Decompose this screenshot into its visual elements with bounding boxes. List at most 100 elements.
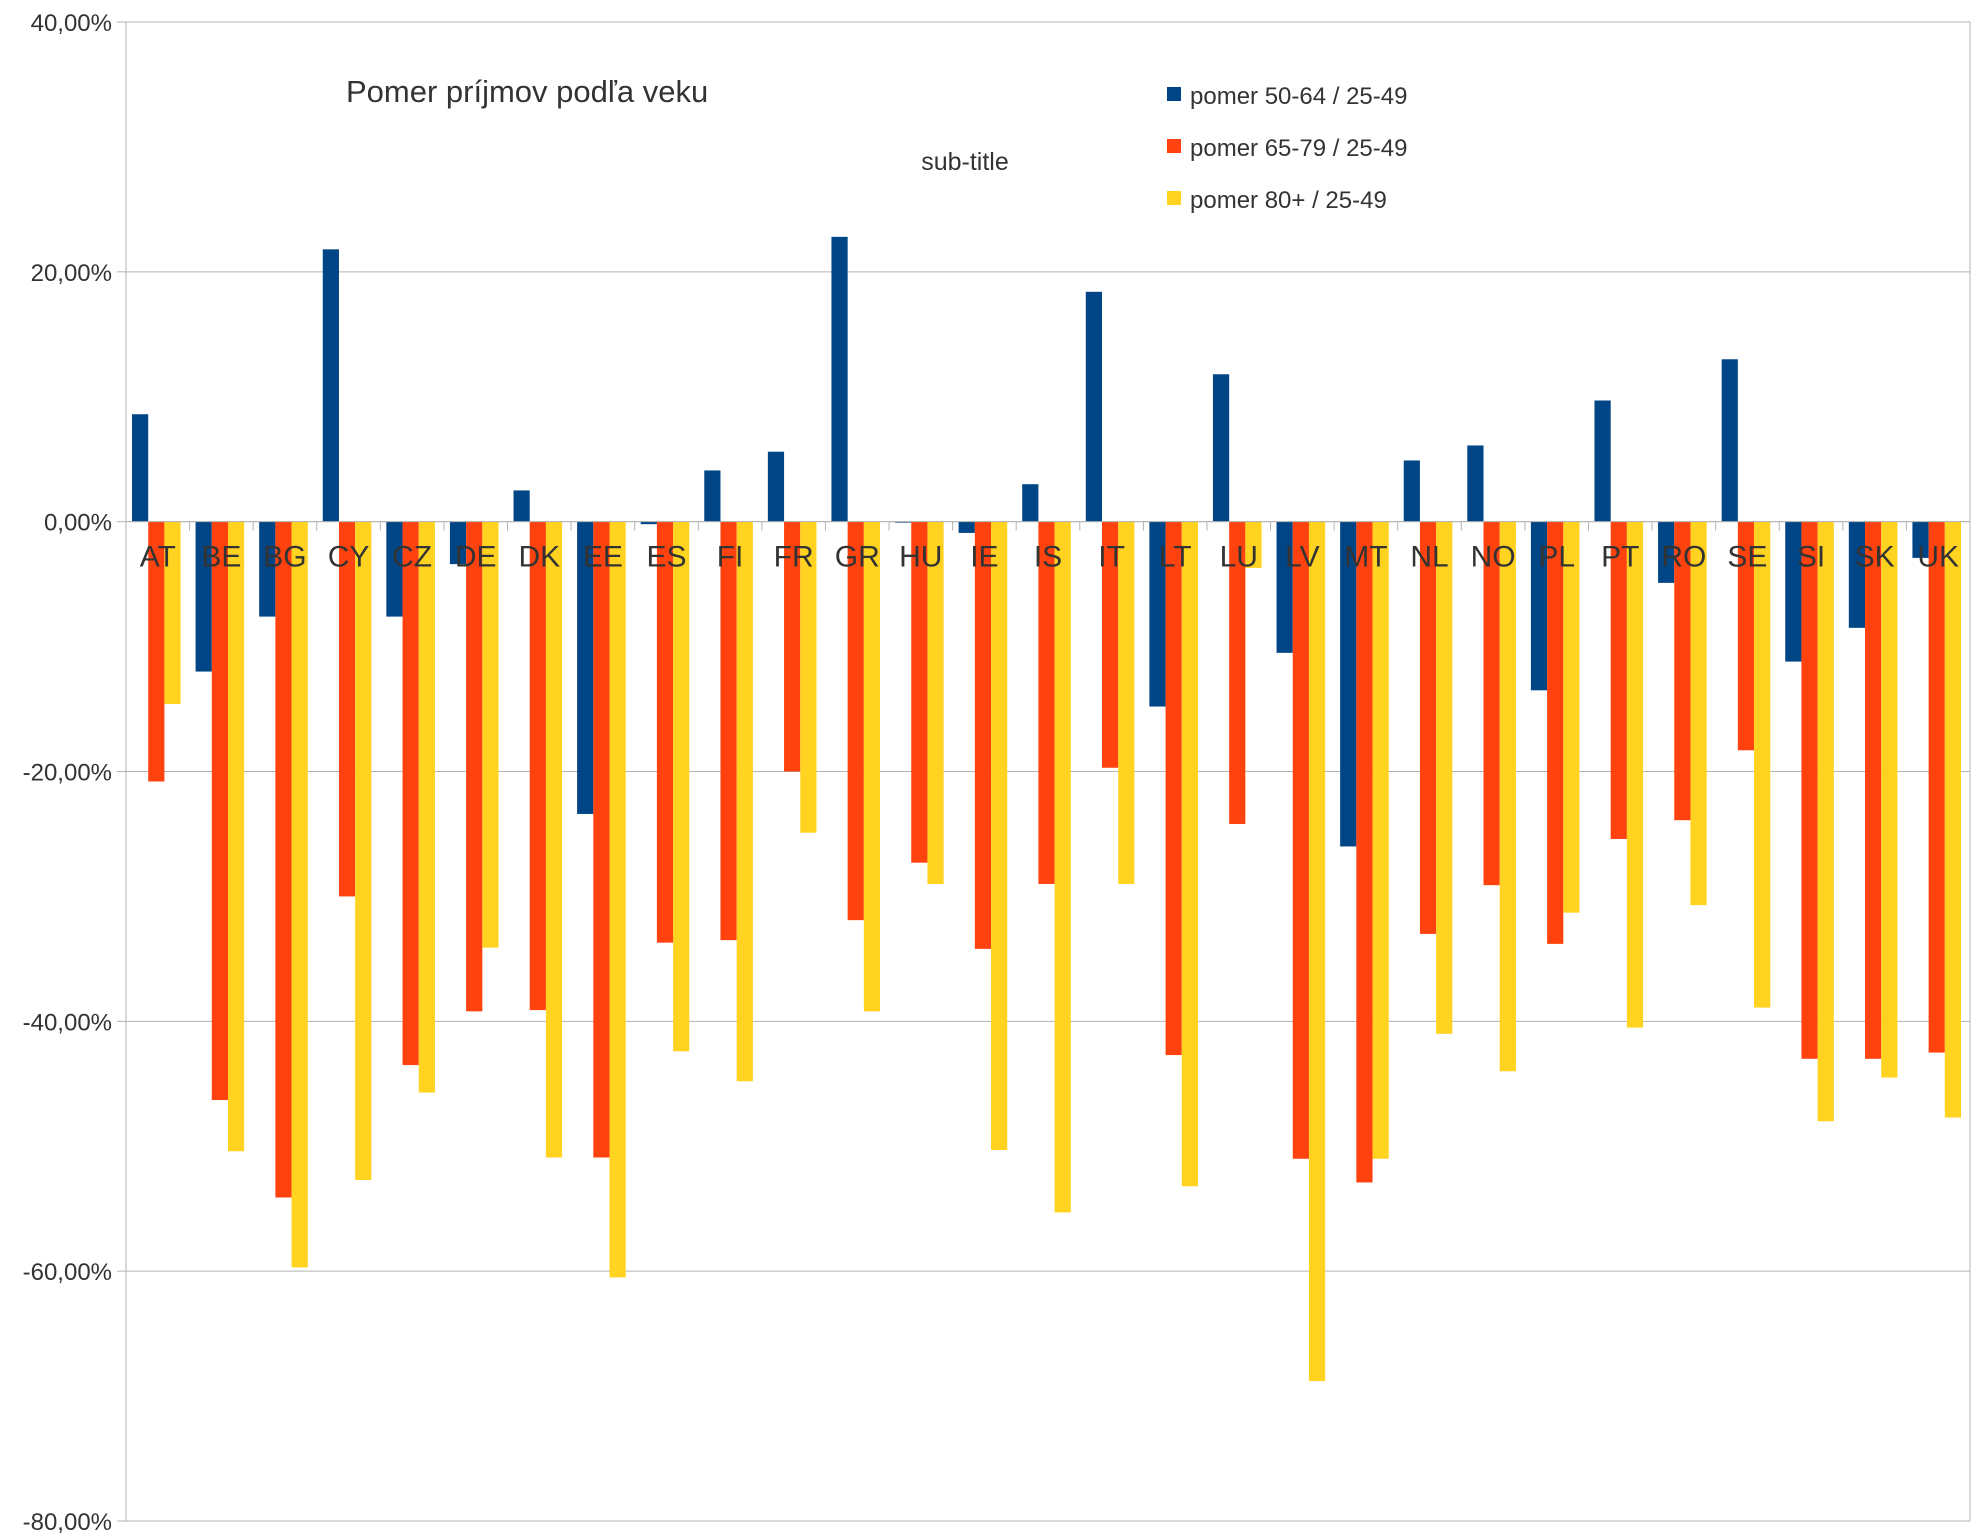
x-category-label: NO [1471,541,1516,574]
x-category-label: SE [1727,541,1767,574]
legend-swatch-series-2 [1167,139,1181,153]
bar-series-2-lu [1229,521,1246,824]
x-category-label: BG [263,541,306,574]
bar-series-2-no [1483,521,1500,886]
bar-series-2-it [1101,521,1119,768]
bar-series-2-bg [275,521,292,1198]
bar-series-1-no [1467,445,1484,522]
bar-series-2-pl [1547,521,1564,944]
bar-series-1-gr [831,236,848,522]
bar-series-1-ie [958,521,975,533]
bar-series-3-pt [1626,521,1644,1028]
bar-series-2-ro [1674,521,1691,821]
x-category-label: AT [140,541,176,574]
x-category-label: IE [970,541,998,574]
bar-series-2-es [656,521,674,943]
bar-series-2-sk [1865,521,1882,1059]
x-category-label: HU [899,541,942,574]
bar-series-1-pl [1530,521,1548,691]
x-category-label: BE [201,541,241,574]
bar-series-2-ie [974,521,992,949]
bar-series-3-ro [1690,521,1707,906]
bar-series-3-ie [991,521,1008,1150]
bar-series-3-es [673,521,690,1052]
bar-series-1-lt [1149,521,1166,707]
x-category-label: RO [1661,541,1706,574]
bar-series-1-pt [1594,400,1611,522]
x-category-label: LT [1159,541,1192,574]
bar-series-3-no [1499,521,1516,1072]
bar-series-2-is [1038,521,1055,884]
bar-series-1-de [449,521,467,565]
legend-label-series-3: pomer 80+ / 25-49 [1190,187,1387,214]
bars [132,236,1962,1382]
bar-series-1-ee [577,521,594,814]
bar-series-3-fr [800,521,817,833]
bar-series-1-uk [1912,521,1929,558]
legend-swatch-series-1 [1167,87,1181,101]
legend-label-series-2: pomer 65-79 / 25-49 [1190,135,1407,162]
bar-series-3-pl [1563,521,1580,913]
bar-series-1-lv [1276,521,1293,653]
y-tick-label: -40,00% [23,1009,112,1036]
bar-series-2-uk [1928,521,1945,1053]
y-tick-label: -20,00% [23,760,112,787]
bar-series-3-lu [1245,521,1262,568]
x-category-label: PL [1538,541,1575,574]
bar-series-3-is [1054,521,1071,1213]
bar-series-2-de [466,521,483,1012]
x-category-label: LU [1220,541,1258,574]
bar-series-3-it [1118,521,1135,884]
bar-series-1-sk [1848,521,1866,628]
x-category-label: MT [1344,541,1387,574]
bar-series-2-at [148,521,165,782]
bar-series-2-lv [1292,521,1309,1159]
legend: pomer 50-64 / 25-49 pomer 65-79 / 25-49 … [1167,83,1407,214]
bar-series-2-dk [529,521,546,1011]
chart-subtitle: sub-title [921,148,1009,176]
x-category-label: DK [518,541,560,574]
x-category-label: SI [1797,541,1825,574]
bar-series-1-bg [259,521,276,617]
x-category-label: GR [835,541,880,574]
bar-series-3-ee [609,521,626,1278]
bar-series-2-cz [402,521,419,1066]
bar-series-2-hu [911,521,928,863]
x-category-label: ES [646,541,686,574]
bar-series-2-mt [1356,521,1373,1183]
legend-label-series-1: pomer 50-64 / 25-49 [1190,83,1407,110]
x-category-label: PT [1601,541,1639,574]
x-category-label: DE [455,541,497,574]
x-category-label: CZ [392,541,432,574]
bar-series-1-cy [322,249,339,522]
bar-series-3-mt [1372,521,1389,1159]
bar-series-3-sk [1881,521,1898,1078]
bar-series-2-fr [784,521,801,772]
bar-series-3-cy [355,521,372,1180]
bar-series-3-de [482,521,499,948]
bar-series-1-lu [1212,374,1230,522]
x-axis-category-labels: AT BE BG CY CZ DE DK EE ES FI FR GR HU IE IS IT LT LU LV MT… [140,541,1959,574]
bar-series-3-nl [1436,521,1453,1034]
x-category-label: SK [1855,541,1895,574]
bar-series-2-gr [847,521,864,921]
x-category-label: CY [328,541,370,574]
bar-series-1-fr [767,451,785,522]
bar-series-1-es [640,521,657,525]
bar-series-3-fi [736,521,753,1082]
axes [117,21,1971,1522]
bar-series-1-ro [1658,521,1675,583]
bar-series-3-lt [1181,521,1198,1187]
y-tick-label: 40,00% [31,10,112,37]
y-tick-label: 20,00% [31,260,112,287]
bar-series-1-cz [386,521,403,617]
bar-series-2-be [211,521,228,1101]
x-category-label: EE [583,541,623,574]
bar-series-3-se [1754,521,1771,1008]
bar-series-1-fi [704,470,721,522]
bar-series-3-hu [927,521,944,884]
bar-series-1-dk [513,490,530,522]
x-category-label: LV [1285,541,1319,574]
x-category-label: NL [1410,541,1448,574]
